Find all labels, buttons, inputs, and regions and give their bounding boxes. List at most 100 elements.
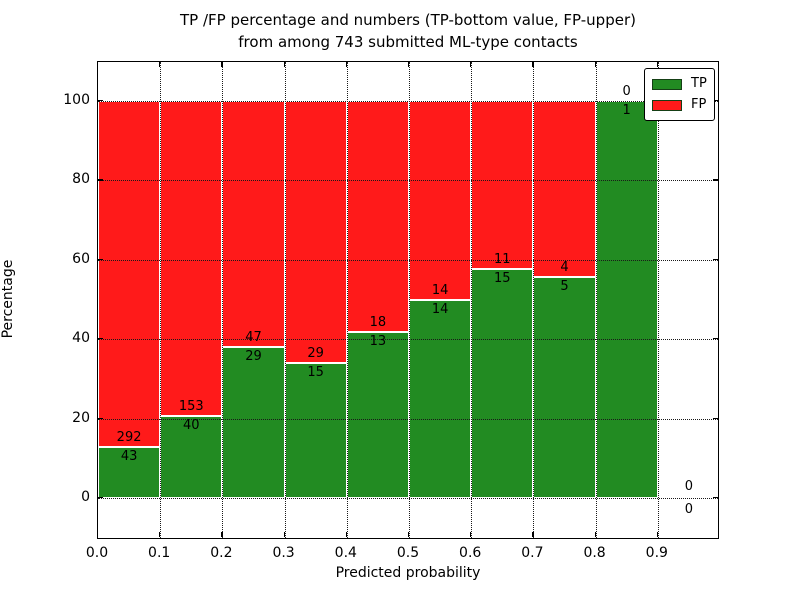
legend-label-fp: FP	[691, 97, 707, 112]
horizontal-gridline	[98, 498, 718, 499]
y-tick-label: 20	[72, 409, 90, 426]
fp-count-label: 0	[684, 479, 694, 494]
plot-area: TP FP 292 43 153 40 47 29 29 15 18 13 14 14 11 15 4 5 0 1…	[97, 61, 719, 539]
x-tick-label: 0.6	[459, 545, 482, 561]
fp-color-swatch	[652, 99, 682, 111]
tp-bar-segment	[409, 299, 472, 498]
x-tick-label: 0.4	[334, 545, 357, 561]
y-tick-mark-right	[713, 100, 718, 102]
x-tick-label: 0.1	[148, 545, 171, 561]
tp-count-label: 15	[494, 270, 511, 286]
y-tick-mark	[98, 338, 103, 340]
tp-bar-segment	[222, 346, 285, 498]
fp-bar-segment	[160, 101, 223, 416]
fp-count-label: 29	[307, 345, 324, 361]
legend-item-tp: TP	[652, 75, 707, 93]
y-tick-label: 60	[72, 250, 90, 267]
x-tick-mark-top	[532, 62, 534, 67]
x-tick-mark-top	[470, 62, 472, 67]
y-tick-mark-right	[713, 258, 718, 261]
horizontal-gridline	[98, 418, 718, 420]
chart-title: TP /FP percentage and numbers (TP-bottom…	[97, 9, 719, 53]
fp-count-label: 292	[116, 430, 142, 446]
tp-color-swatch	[652, 78, 682, 90]
x-tick-label: 0.0	[85, 545, 109, 561]
tp-bar-segment	[595, 101, 658, 498]
tp-count-label: 40	[183, 417, 200, 433]
y-tick-mark	[98, 497, 103, 499]
tp-bar-segment	[160, 415, 223, 498]
y-tick-mark-right	[713, 417, 718, 419]
x-tick-mark-top	[408, 62, 410, 67]
tp-count-label: 0	[684, 502, 694, 517]
x-tick-mark	[345, 532, 348, 537]
y-tick-mark	[98, 258, 103, 261]
fp-bar-segment	[98, 101, 161, 448]
x-tick-mark-top	[159, 62, 161, 67]
x-tick-mark	[408, 532, 410, 537]
y-tick-mark-right	[713, 179, 718, 181]
fp-bar-segment	[471, 101, 534, 269]
vertical-gridline	[533, 62, 535, 538]
horizontal-gridline	[98, 259, 718, 261]
horizontal-gridline	[98, 180, 718, 182]
x-tick-label: 0.2	[210, 545, 233, 561]
x-tick-label: 0.8	[583, 545, 606, 561]
y-tick-label: 80	[72, 171, 90, 188]
vertical-gridline	[346, 62, 348, 538]
x-tick-label: 0.5	[396, 545, 420, 561]
x-tick-mark	[283, 532, 285, 537]
fp-bar-segment	[409, 101, 472, 300]
tp-bar-segment	[346, 331, 409, 498]
tp-bar-segment	[533, 277, 596, 498]
vertical-gridline	[160, 62, 162, 538]
tp-count-label: 43	[120, 449, 138, 465]
x-tick-mark-top	[345, 62, 348, 67]
legend: TP FP	[644, 68, 715, 121]
x-tick-mark-top	[283, 62, 285, 67]
fp-count-label: 11	[494, 251, 511, 267]
x-tick-mark	[532, 532, 534, 537]
vertical-gridline	[595, 62, 597, 538]
vertical-gridline	[471, 62, 473, 538]
y-tick-mark	[98, 100, 103, 102]
y-tick-label: 40	[72, 330, 90, 347]
tp-count-label: 1	[622, 103, 631, 118]
x-tick-mark-top	[594, 62, 596, 67]
x-tick-label: 0.9	[645, 545, 668, 561]
fp-bar-segment	[222, 101, 285, 347]
x-tick-mark	[470, 532, 472, 537]
x-tick-mark	[159, 532, 161, 537]
fp-count-label: 4	[560, 260, 569, 276]
tp-count-label: 14	[431, 301, 449, 317]
y-tick-mark-right	[713, 338, 718, 340]
tp-count-label: 13	[369, 333, 387, 349]
horizontal-gridline	[98, 339, 718, 341]
chart-title-line2: from among 743 submitted ML-type contact…	[238, 33, 578, 51]
fp-count-label: 14	[431, 282, 449, 298]
x-tick-mark-top	[656, 62, 659, 67]
tp-bar-segment	[471, 268, 534, 498]
legend-item-fp: FP	[652, 96, 706, 114]
x-tick-mark	[221, 532, 223, 537]
x-tick-label: 0.7	[521, 545, 544, 561]
fp-bar-segment	[346, 101, 409, 332]
tp-bar-segment	[98, 447, 161, 498]
tp-count-label: 29	[245, 348, 262, 364]
y-tick-mark-right	[713, 497, 718, 499]
x-tick-mark	[97, 532, 99, 537]
x-tick-mark-top	[221, 62, 223, 67]
y-tick-label: 100	[63, 92, 90, 108]
fp-count-label: 18	[369, 314, 387, 330]
fp-bar-segment	[284, 101, 347, 363]
x-tick-label: 0.3	[272, 545, 295, 561]
fp-count-label: 153	[178, 398, 204, 414]
vertical-gridline	[284, 62, 286, 538]
y-tick-label: 0	[81, 489, 90, 505]
vertical-gridline	[409, 62, 410, 538]
x-tick-mark-top	[97, 62, 99, 67]
tp-bar-segment	[284, 362, 347, 498]
vertical-gridline	[222, 62, 224, 538]
chart-title-line1: TP /FP percentage and numbers (TP-bottom…	[180, 11, 636, 29]
